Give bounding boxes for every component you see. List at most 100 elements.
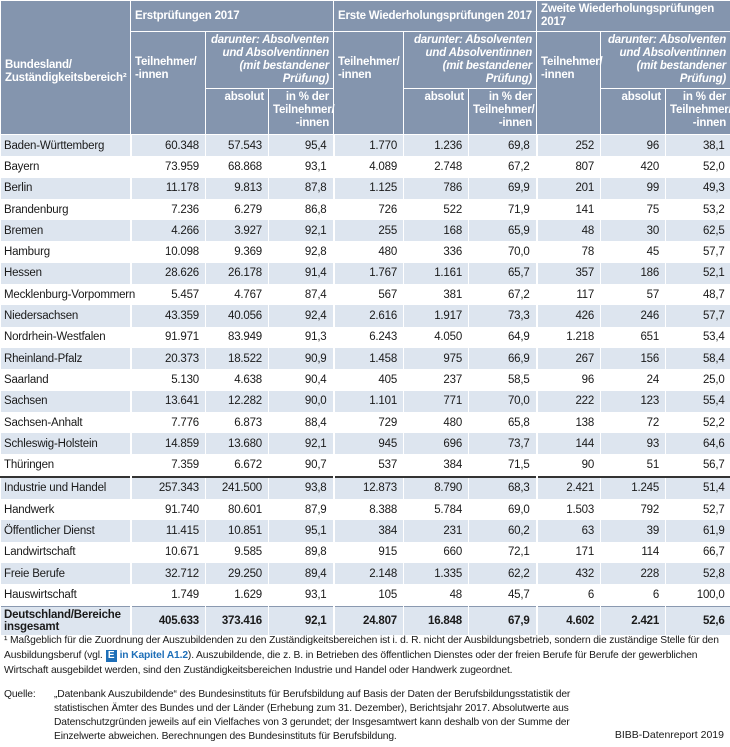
- cell: 4.602: [535, 605, 601, 635]
- table-row: Saarland 5.130 4.638 90,4 405 237 58,5 96 24 25,0: [0, 369, 730, 391]
- cell: 87,4: [267, 284, 334, 306]
- cell: 241.500: [205, 475, 269, 500]
- cell: 237: [403, 369, 469, 391]
- cell: 45: [600, 241, 666, 263]
- cell: 91.971: [129, 326, 206, 348]
- cell: 65,8: [468, 411, 537, 434]
- row-label: Rheinland-Pfalz: [0, 347, 131, 370]
- cell: 8.388: [332, 499, 404, 521]
- cell: 91,3: [267, 326, 334, 348]
- cell: 92,8: [267, 241, 334, 263]
- cell: 16.848: [403, 605, 469, 635]
- cell: 90: [535, 454, 601, 477]
- cell: 78: [535, 241, 601, 263]
- cell: 70,0: [468, 241, 537, 263]
- cell: 52,0: [665, 156, 730, 178]
- cell: 171: [535, 541, 601, 563]
- table-row: Baden-Württemberg 60.348 57.543 95,4 1.770 1.…: [0, 134, 730, 157]
- cell: 66,7: [665, 541, 730, 563]
- cell: 5.130: [129, 369, 206, 391]
- cell: 384: [403, 454, 469, 477]
- cell: 807: [535, 156, 601, 178]
- cell: 68.868: [205, 156, 269, 178]
- cell: 11.415: [129, 520, 206, 542]
- cell: 91.740: [129, 499, 206, 521]
- percent-header: in % der Teilnehmer/ -innen: [468, 88, 538, 135]
- cell: 56,7: [665, 454, 730, 477]
- cell: 57.543: [205, 134, 269, 157]
- percent-header: in % der Teilnehmer/ -innen: [665, 88, 730, 135]
- cell: 1.917: [403, 305, 469, 327]
- cell: 28.626: [129, 262, 206, 285]
- among-header: darunter: Absolventen und Absolventinnen…: [403, 31, 538, 89]
- cell: 69,0: [468, 499, 537, 521]
- cell: 1.770: [332, 134, 404, 157]
- cell: 96: [535, 369, 601, 391]
- cell: 26.178: [205, 262, 269, 285]
- cell: 255: [332, 220, 404, 242]
- cell: 90,0: [267, 390, 334, 412]
- table-row: Industrie und Handel 257.343 241.500 93,8 12…: [0, 475, 730, 500]
- cell: 92,1: [267, 220, 334, 242]
- table-row: Rheinland-Pfalz 20.373 18.522 90,9 1.458 975 6…: [0, 347, 730, 370]
- cell: 10.851: [205, 520, 269, 542]
- cell: 9.813: [205, 177, 269, 199]
- cell: 2.748: [403, 156, 469, 178]
- cell: 29.250: [205, 562, 269, 585]
- group-header: Erste Wiederholungsprüfungen 2017: [333, 0, 538, 32]
- cell: 4.050: [403, 326, 469, 348]
- absolute-header: absolut: [205, 88, 269, 135]
- cell: 57,7: [665, 305, 730, 327]
- row-label: Freie Berufe: [0, 562, 131, 585]
- cell: 100,0: [665, 584, 730, 607]
- cell: 87,8: [267, 177, 334, 199]
- cell: 6.279: [205, 198, 269, 221]
- cell: 87,9: [267, 499, 334, 521]
- cell: 6.873: [205, 411, 269, 434]
- cell: 7.236: [129, 198, 206, 221]
- footnote: ¹ Maßgeblich für die Zuordnung der Auszu…: [4, 633, 726, 678]
- row-label: Hessen: [0, 262, 131, 285]
- cell: 53,4: [665, 326, 730, 348]
- table-row: Deutschland/Bereiche insgesamt 405.633 373…: [0, 605, 730, 635]
- table-row: Nordrhein-Westfalen 91.971 83.949 91,3 6.243…: [0, 326, 730, 348]
- cell: 32.712: [129, 562, 206, 585]
- chapter-link[interactable]: in Kapitel A1.2: [119, 650, 188, 661]
- cell: 93: [600, 433, 666, 455]
- cell: 381: [403, 284, 469, 306]
- cell: 2.616: [332, 305, 404, 327]
- cell: 86,8: [267, 198, 334, 221]
- cell: 66,9: [468, 347, 537, 370]
- row-label: Mecklenburg-Vorpommern: [0, 284, 135, 306]
- cell: 38,1: [665, 134, 730, 157]
- cell: 90,9: [267, 347, 334, 370]
- cell: 57: [600, 284, 666, 306]
- cell: 95,4: [267, 134, 334, 157]
- cell: 57,7: [665, 241, 730, 263]
- row-label: Schleswig-Holstein: [0, 433, 131, 455]
- cell: 70,0: [468, 390, 537, 412]
- cell: 10.671: [129, 541, 206, 563]
- table-row: Brandenburg 7.236 6.279 86,8 726 522 71,9 141 75…: [0, 198, 730, 221]
- cell: 426: [535, 305, 601, 327]
- cell: 93,8: [267, 475, 334, 500]
- among-header: darunter: Absolventen und Absolventinnen…: [600, 31, 730, 89]
- table-row: Hauswirtschaft 1.749 1.629 93,1 105 48 45,7 6 6 1…: [0, 584, 730, 607]
- table-row: Handwerk 91.740 80.601 87,9 8.388 5.784 69,0 1.…: [0, 499, 730, 521]
- cell: 72: [600, 411, 666, 434]
- cell: 144: [535, 433, 601, 455]
- cell: 1.161: [403, 262, 469, 285]
- corner-header: Bundesland/ Zuständigkeitsbereich²: [0, 0, 131, 135]
- cell: 915: [332, 541, 404, 563]
- cell: 49,3: [665, 177, 730, 199]
- cell: 67,9: [468, 605, 537, 635]
- cell: 1.749: [129, 584, 206, 607]
- cell: 257.343: [129, 475, 206, 500]
- cell: 10.098: [129, 241, 206, 263]
- cell: 246: [600, 305, 666, 327]
- footnote-text: Maßgeblich für die Zuordnung der Auszubi…: [4, 635, 719, 661]
- cell: 522: [403, 198, 469, 221]
- cell: 90,7: [267, 454, 334, 477]
- table-row: Freie Berufe 32.712 29.250 89,4 2.148 1.335 62…: [0, 562, 730, 585]
- cell: 1.218: [535, 326, 601, 348]
